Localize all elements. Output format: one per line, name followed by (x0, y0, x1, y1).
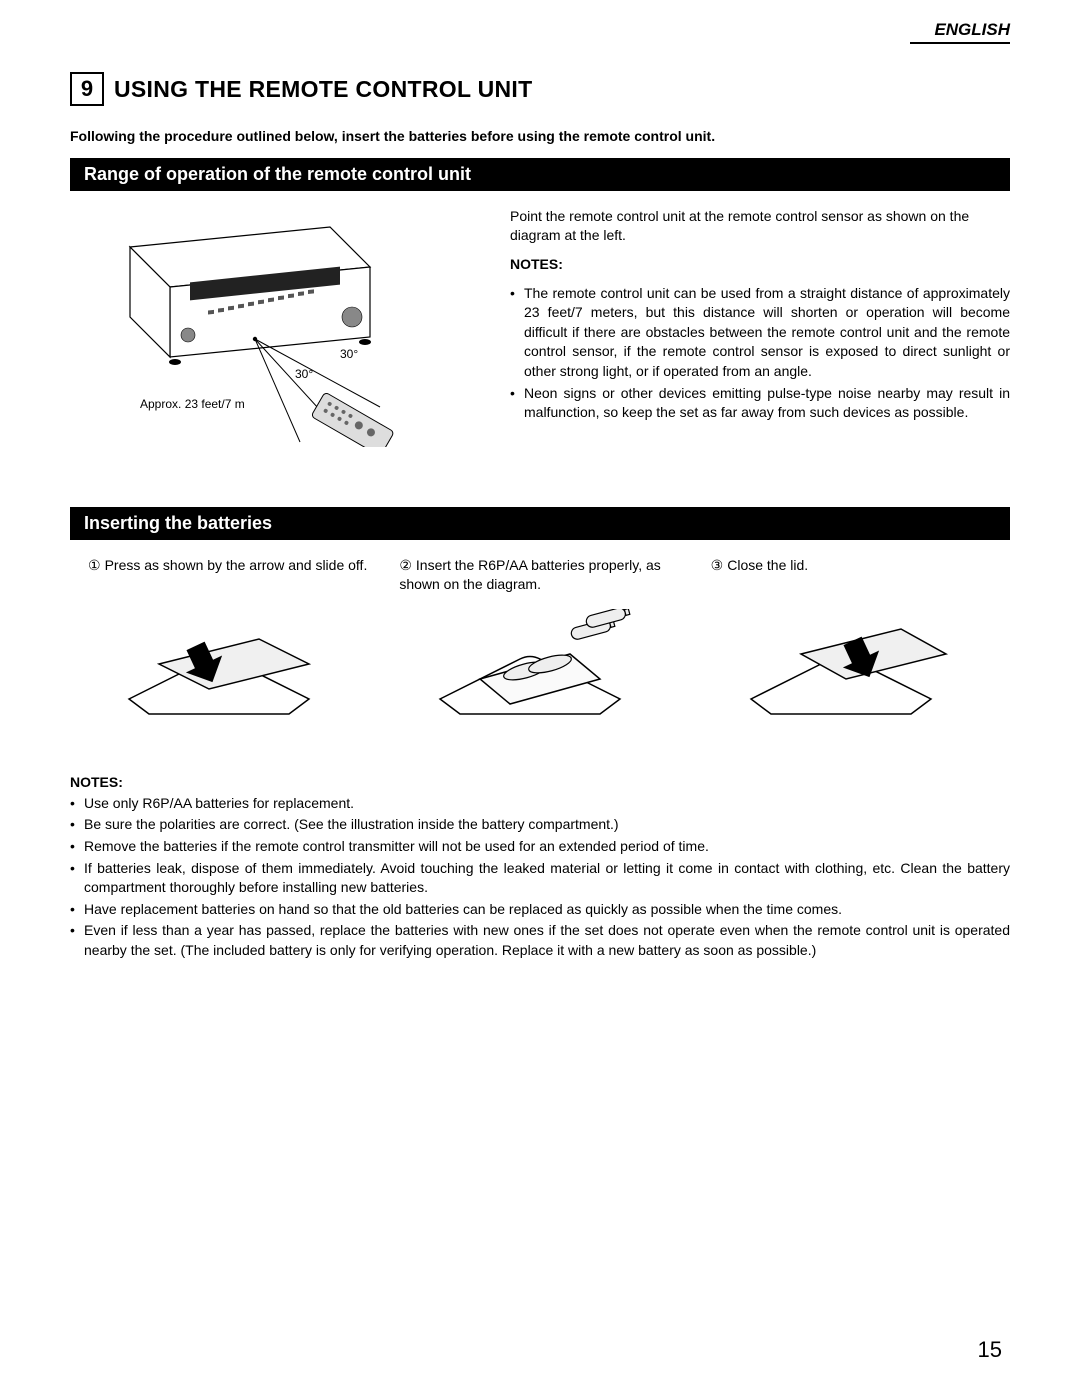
range-notes-list: The remote control unit can be used from… (510, 284, 1010, 423)
step-text: Close the lid. (727, 557, 808, 573)
battery-diagrams-row (70, 604, 1010, 734)
range-note-item: The remote control unit can be used from… (510, 284, 1010, 382)
section-title-row: 9 USING THE REMOTE CONTROL UNIT (70, 72, 1010, 106)
battery-diagram-2 (399, 604, 680, 734)
battery-note-item: Be sure the polarities are correct. (See… (70, 815, 1010, 835)
step-text: Press as shown by the arrow and slide of… (105, 557, 368, 573)
battery-note-item: Have replacement batteries on hand so th… (70, 900, 1010, 920)
battery-step-1: ①Press as shown by the arrow and slide o… (88, 556, 369, 594)
step-text: Insert the R6P/AA batteries properly, as… (399, 557, 660, 592)
angle-bottom-label: 30° (295, 367, 313, 381)
battery-notes-heading: NOTES: (70, 774, 1010, 790)
battery-diagram-1 (88, 604, 369, 734)
intro-text: Following the procedure outlined below, … (70, 128, 1010, 144)
section-number-box: 9 (70, 72, 104, 106)
step-number: ② (399, 556, 412, 575)
range-paragraph: Point the remote control unit at the rem… (510, 207, 1010, 245)
receiver-illustration (70, 207, 470, 447)
step-number: ③ (711, 556, 724, 575)
battery-step-3: ③Close the lid. (711, 556, 992, 594)
angle-top-label: 30° (340, 347, 358, 361)
battery-steps-row: ①Press as shown by the arrow and slide o… (70, 556, 1010, 594)
battery-note-item: Remove the batteries if the remote contr… (70, 837, 1010, 857)
battery-note-item: If batteries leak, dispose of them immed… (70, 859, 1010, 898)
battery-notes: NOTES: Use only R6P/AA batteries for rep… (70, 774, 1010, 961)
step-number: ① (88, 556, 101, 575)
battery-notes-list: Use only R6P/AA batteries for replacemen… (70, 794, 1010, 961)
battery-diagram-3 (711, 604, 992, 734)
battery-note-item: Use only R6P/AA batteries for replacemen… (70, 794, 1010, 814)
battery-note-item: Even if less than a year has passed, rep… (70, 921, 1010, 960)
language-label: ENGLISH (910, 20, 1010, 44)
range-heading-bar: Range of operation of the remote control… (70, 158, 1010, 191)
range-diagram: 30° 30° Approx. 23 feet/7 m (70, 207, 470, 447)
section-title: USING THE REMOTE CONTROL UNIT (114, 76, 532, 103)
range-notes-heading: NOTES: (510, 255, 1010, 274)
battery-step-2: ②Insert the R6P/AA batteries properly, a… (399, 556, 680, 594)
range-text: Point the remote control unit at the rem… (510, 207, 1010, 447)
page-number: 15 (978, 1337, 1002, 1363)
range-note-item: Neon signs or other devices emitting pul… (510, 384, 1010, 423)
range-section: 30° 30° Approx. 23 feet/7 m Point the re… (70, 207, 1010, 447)
batteries-heading-bar: Inserting the batteries (70, 507, 1010, 540)
distance-label: Approx. 23 feet/7 m (140, 397, 245, 411)
